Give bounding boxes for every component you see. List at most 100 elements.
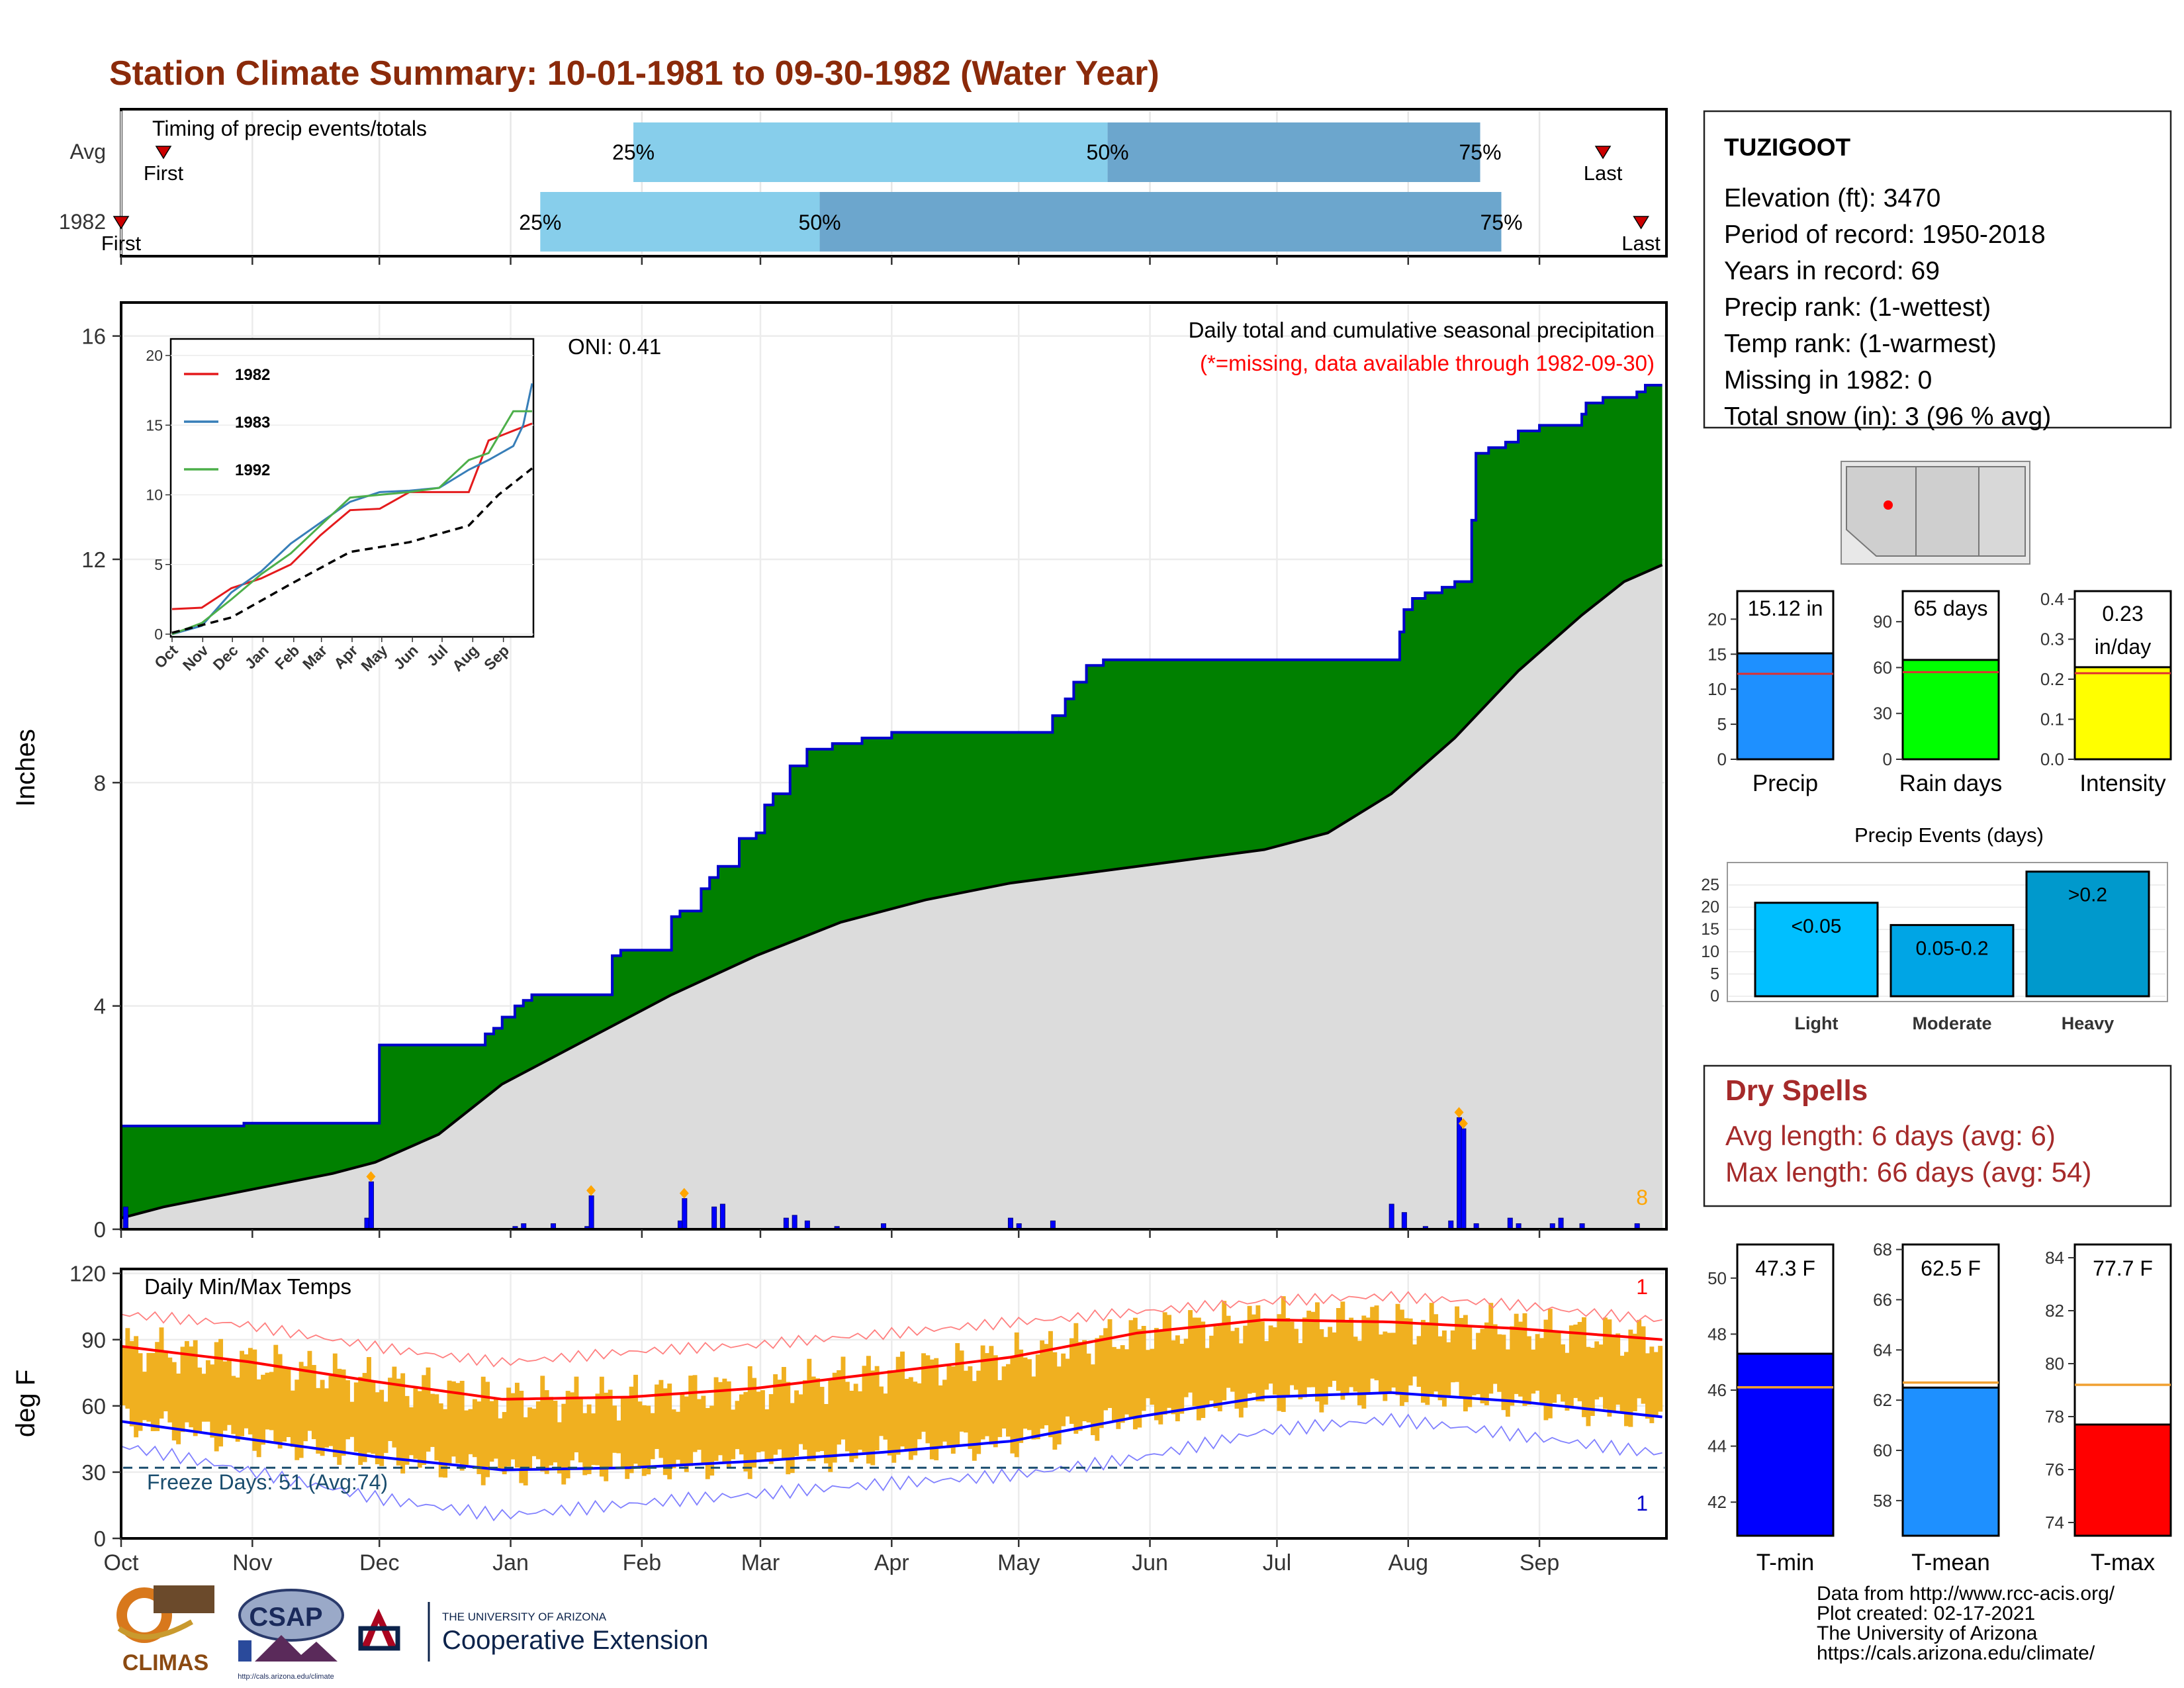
- temp-daily-bar: [993, 1355, 998, 1448]
- precip-missing-note: (*=missing, data available through 1982-…: [1200, 351, 1655, 375]
- temp-daily-bar: [756, 1391, 761, 1452]
- daily-precip-bar: [1558, 1217, 1564, 1230]
- gauge-label: Intensity: [2079, 771, 2166, 796]
- temp-daily-bar: [739, 1394, 744, 1455]
- temp-daily-bar: [159, 1327, 164, 1419]
- precip-ytick-label: 4: [94, 994, 106, 1019]
- temp-daily-bar: [265, 1372, 270, 1430]
- climas-logo-text: CLIMAS: [122, 1650, 208, 1675]
- temp-daily-bar: [409, 1407, 414, 1456]
- temp-daily-bar: [379, 1389, 385, 1466]
- temp-daily-bar: [870, 1370, 876, 1466]
- temp-label: Daily Min/Max Temps: [144, 1274, 351, 1299]
- temp-daily-bar: [1590, 1347, 1595, 1417]
- temp-daily-bar: [1107, 1319, 1113, 1409]
- temp-daily-bar: [777, 1380, 782, 1450]
- temp-gauge-value: 47.3 F: [1755, 1256, 1815, 1280]
- temp-daily-bar: [972, 1381, 977, 1461]
- ua-small-text: THE UNIVERSITY OF ARIZONA: [442, 1611, 607, 1623]
- gauge-bar: [1901, 659, 2000, 761]
- timing-last-marker: [1594, 146, 1612, 160]
- temp-daily-bar: [1649, 1346, 1655, 1423]
- temp-daily-bar: [269, 1372, 274, 1430]
- precip-normal-line: [120, 563, 1663, 1220]
- temp-daily-bar: [1510, 1326, 1515, 1406]
- inset-ytick-label: 0: [154, 626, 163, 643]
- temp-daily-bar: [383, 1401, 388, 1453]
- temp-daily-bar: [362, 1373, 367, 1462]
- temp-daily-bar: [811, 1376, 816, 1462]
- gauge-label: Precip: [1752, 771, 1818, 796]
- precip-gauges: 0 5 10 15 20 15.12 in Precip 0 30 60 90 65 days Rain…: [1707, 589, 2172, 796]
- temp-daily-bar: [1561, 1344, 1565, 1402]
- temp-daily-bar: [1408, 1318, 1413, 1385]
- temp-daily-bar: [773, 1374, 778, 1455]
- timing-panel: 25% 50% 75% First Last 25% 50% 75% First Last Tim…: [59, 108, 1668, 265]
- timing-first-marker: [155, 146, 172, 160]
- station-precip-rank: Precip rank: (1-wettest): [1724, 293, 1991, 322]
- temp-daily-bar: [273, 1344, 279, 1443]
- temp-daily-bar: [980, 1345, 985, 1440]
- csap-logo: CSAP http://cals.arizona.edu/climate: [233, 1589, 344, 1681]
- temp-daily-bar: [480, 1376, 486, 1485]
- temp-daily-bar: [282, 1366, 287, 1442]
- station-name: TUZIGOOT: [1724, 134, 1851, 161]
- temp-daily-bar: [832, 1372, 837, 1463]
- timing-row-1982-label: 1982: [59, 210, 106, 234]
- temp-daily-bar: [1230, 1331, 1235, 1392]
- temp-daily-bar: [620, 1397, 625, 1469]
- temp-daily-bar: [1383, 1331, 1388, 1401]
- gauge-ytick-label: 0: [1717, 749, 1727, 769]
- temp-daily-bar: [1183, 1338, 1189, 1397]
- temp-daily-bar: [1535, 1334, 1540, 1391]
- gauge-ytick-label: 0.0: [2040, 749, 2064, 769]
- temp-ytick-label: 60: [81, 1394, 106, 1419]
- temp-daily-bar: [1179, 1343, 1185, 1414]
- timing-label-75: 75%: [1480, 211, 1522, 234]
- temp-daily-bar: [989, 1346, 994, 1445]
- temp-panel: 0 30 60 90 120 Oct Nov Dec Jan Feb Mar Apr May Jun Ju…: [11, 1262, 1668, 1575]
- temp-daily-bar: [197, 1367, 203, 1433]
- temp-daily-bar: [248, 1348, 253, 1434]
- gauge-ytick-label: 20: [1707, 609, 1727, 629]
- temp-ytick-label: 0: [94, 1526, 106, 1551]
- gauge-ytick-label: 60: [1873, 657, 1892, 677]
- temp-daily-bar: [400, 1373, 406, 1474]
- temp-daily-bar: [1132, 1317, 1138, 1430]
- temp-daily-bar: [1289, 1321, 1295, 1385]
- temp-daily-bar: [844, 1382, 850, 1452]
- inset-ytick-label: 20: [146, 347, 163, 364]
- temp-daily-bar: [171, 1362, 177, 1441]
- temp-ytick-label: 90: [81, 1328, 106, 1352]
- temp-daily-bar: [1073, 1323, 1079, 1434]
- temp-daily-bar: [997, 1380, 1003, 1437]
- temp-daily-bar: [1391, 1333, 1396, 1388]
- precip-caption: Daily total and cumulative seasonal prec…: [1189, 318, 1655, 342]
- temp-daily-bar: [904, 1378, 909, 1452]
- temp-daily-bar: [1099, 1335, 1104, 1429]
- temp-daily-bar: [426, 1367, 431, 1452]
- timing-label: Timing of precip events/totals: [152, 117, 427, 140]
- temp-daily-bar: [121, 1346, 126, 1406]
- temp-daily-bar: [531, 1409, 537, 1456]
- temp-gauge-value: 77.7 F: [2093, 1256, 2153, 1280]
- temp-daily-bar: [1201, 1321, 1206, 1419]
- temp-daily-bar: [493, 1399, 498, 1459]
- temp-daily-bar: [1344, 1320, 1349, 1395]
- temp-daily-bar: [252, 1349, 257, 1451]
- tmax-normal-line: [120, 1318, 1662, 1401]
- temp-daily-bar: [1150, 1348, 1155, 1405]
- inset-ytick-label: 5: [154, 556, 163, 573]
- oni-label: ONI: 0.41: [568, 334, 661, 359]
- temp-daily-bar: [184, 1340, 189, 1423]
- events-ytick-label: 5: [1710, 964, 1719, 983]
- temp-daily-bar: [1044, 1344, 1049, 1426]
- temp-daily-bar: [163, 1352, 168, 1412]
- temp-gauge-ytick-label: 60: [1873, 1440, 1892, 1460]
- daily-precip-marker: [1454, 1107, 1464, 1118]
- temp-daily-bar: [1040, 1340, 1045, 1429]
- temp-daily-bar: [510, 1393, 516, 1460]
- temp-daily-bar: [1056, 1366, 1062, 1445]
- temp-daily-bar: [472, 1399, 477, 1458]
